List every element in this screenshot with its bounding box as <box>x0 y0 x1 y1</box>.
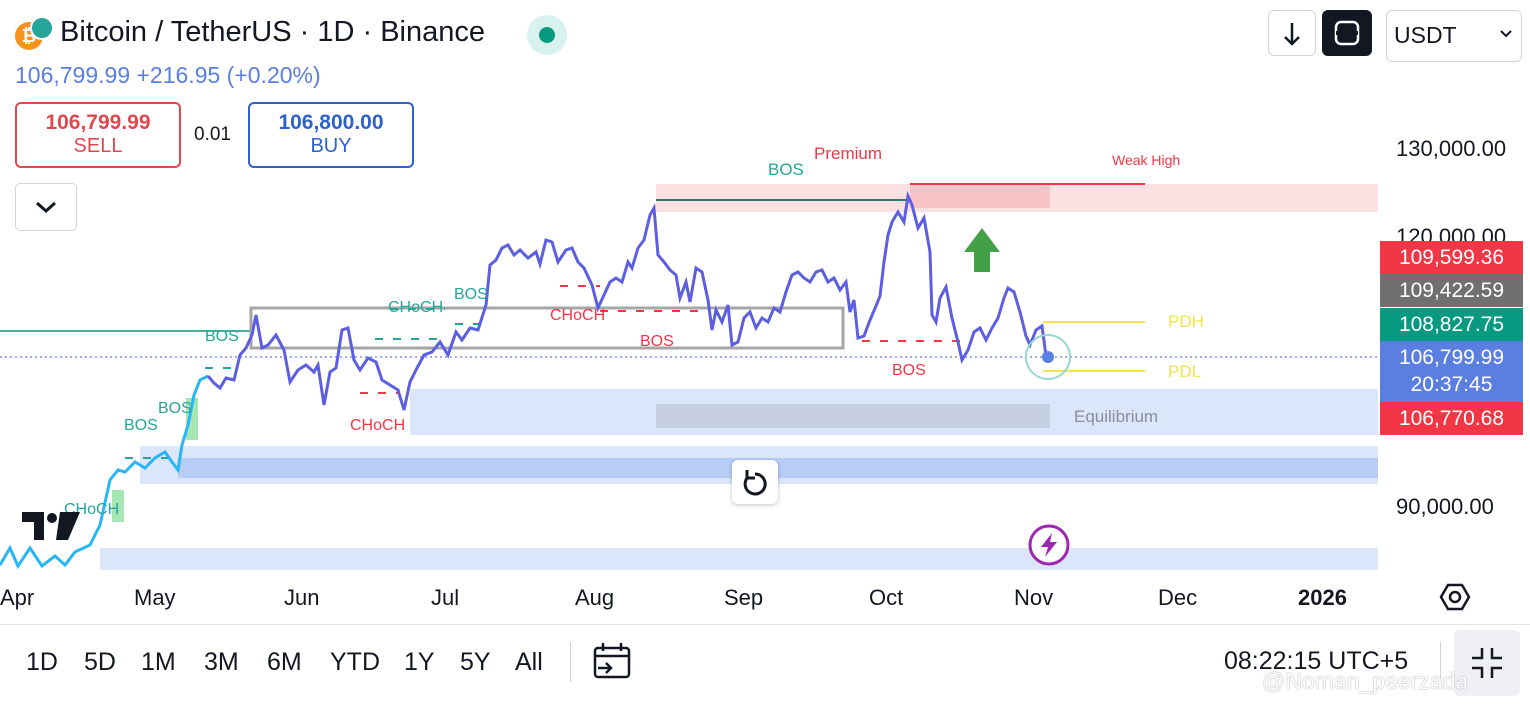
current-price-dot <box>1042 351 1054 363</box>
weak-high-label: Weak High <box>1112 152 1181 168</box>
rotate-icon <box>743 470 767 496</box>
sell-price: 106,799.99 <box>45 111 151 134</box>
time-axis-label: Apr <box>0 585 35 610</box>
time-axis-label: May <box>134 585 176 610</box>
price-line <box>206 190 1048 411</box>
range-all-button[interactable]: All <box>515 648 543 676</box>
arrow-down-icon <box>1284 23 1300 46</box>
fullscreen-frame-icon <box>1334 20 1360 46</box>
fullscreen-button[interactable] <box>1454 630 1520 696</box>
price-tag-level: 109,422.59 <box>1380 274 1523 307</box>
sell-button[interactable]: 106,799.99 SELL <box>15 102 181 168</box>
time-axis-label: Sep <box>724 585 764 610</box>
bottom-toolbar <box>0 624 1530 701</box>
price-axis-label: 130,000.00 <box>1396 136 1507 161</box>
range-1m-button[interactable]: 1M <box>141 648 176 676</box>
premium-label: Premium <box>814 144 883 163</box>
demand-zone-lower <box>100 548 1378 570</box>
premium-zone-strong <box>910 184 1050 208</box>
price-tag-high: 109,599.36 <box>1380 241 1523 274</box>
chevron-down-icon <box>1500 30 1512 38</box>
price-line-early <box>0 374 209 570</box>
sell-label: SELL <box>73 135 123 157</box>
symbol-title[interactable]: Bitcoin / TetherUS · 1D · Binance <box>60 16 485 48</box>
collapse-button[interactable] <box>15 183 77 231</box>
range-ytd-button[interactable]: YTD <box>330 648 380 676</box>
exit-fullscreen-icon <box>1472 648 1502 678</box>
spread-value: 0.01 <box>194 124 231 145</box>
range-3m-button[interactable]: 3M <box>204 648 239 676</box>
exchange-badge-icon <box>30 16 54 40</box>
bos-label-red-2: BOS <box>892 362 926 379</box>
price-tag-countdown: 20:37:45 <box>1380 368 1523 403</box>
market-open-dot-icon <box>539 27 555 43</box>
watermark-text: @Noman_peerzada <box>1262 668 1469 694</box>
toolbar-divider <box>570 642 571 682</box>
chart-mode-button[interactable] <box>1322 10 1372 56</box>
calendar-goto-icon[interactable] <box>592 641 634 681</box>
equilibrium-zone <box>656 404 1050 428</box>
up-arrow-icon <box>964 228 1000 272</box>
price-chart[interactable] <box>0 0 1380 575</box>
time-axis-label: Jun <box>284 585 320 610</box>
buy-button[interactable]: 106,800.00 BUY <box>248 102 414 168</box>
tradingview-logo-icon <box>22 512 80 540</box>
order-block-box <box>249 306 845 350</box>
bos-label-4: BOS <box>454 286 488 303</box>
price-axis-label: 90,000.00 <box>1396 494 1494 519</box>
choch-label-green: CHoCH <box>388 299 444 316</box>
time-axis-label: Dec <box>1158 585 1198 610</box>
toolbar-divider <box>1440 642 1441 682</box>
bos-label-red-1: BOS <box>640 333 674 350</box>
reset-chart-button[interactable] <box>732 460 778 504</box>
bos-label-3: BOS <box>124 417 158 434</box>
price-change-line: 106,799.99 +216.95 (+0.20%) <box>15 62 321 88</box>
current-price-ring <box>1025 334 1071 380</box>
range-5d-button[interactable]: 5D <box>84 648 116 676</box>
range-1d-button[interactable]: 1D <box>26 648 58 676</box>
marker-green-1 <box>186 398 198 440</box>
chevron-down-icon <box>36 201 56 214</box>
range-1y-button[interactable]: 1Y <box>404 648 435 676</box>
lightning-icon[interactable] <box>1028 524 1070 566</box>
bos-label-1: BOS <box>205 328 239 345</box>
time-axis-label: Oct <box>869 585 904 610</box>
time-axis-label: Nov <box>1014 585 1054 610</box>
bos-label-2: BOS <box>158 400 192 417</box>
price-tag-low: 106,770.68 <box>1380 402 1523 435</box>
equilibrium-label: Equilibrium <box>1074 407 1159 426</box>
time-axis-label: Jul <box>431 585 460 610</box>
buy-label: BUY <box>310 135 352 157</box>
demand-zone-middle-inner <box>178 458 1378 478</box>
range-5y-button[interactable]: 5Y <box>460 648 491 676</box>
settings-gear-icon[interactable] <box>1438 581 1472 613</box>
download-button[interactable] <box>1268 10 1316 56</box>
pdl-label: PDL <box>1168 362 1202 381</box>
choch-label-red-2: CHoCH <box>550 307 606 324</box>
bos-label-top: BOS <box>768 160 804 179</box>
time-axis-label: 2026 <box>1298 585 1347 610</box>
pdh-label: PDH <box>1168 312 1204 331</box>
choch-label-red-1: CHoCH <box>350 417 406 434</box>
time-axis-label: Aug <box>575 585 615 610</box>
marker-green-2 <box>112 490 124 522</box>
currency-select[interactable] <box>1386 10 1522 62</box>
timezone-clock[interactable]: 08:22:15 UTC+5 <box>1224 647 1409 675</box>
range-6m-button[interactable]: 6M <box>267 648 302 676</box>
price-tag-pdh: 108,827.75 <box>1380 308 1523 341</box>
currency-select-value: USDT <box>1394 22 1457 48</box>
buy-price: 106,800.00 <box>278 111 384 134</box>
